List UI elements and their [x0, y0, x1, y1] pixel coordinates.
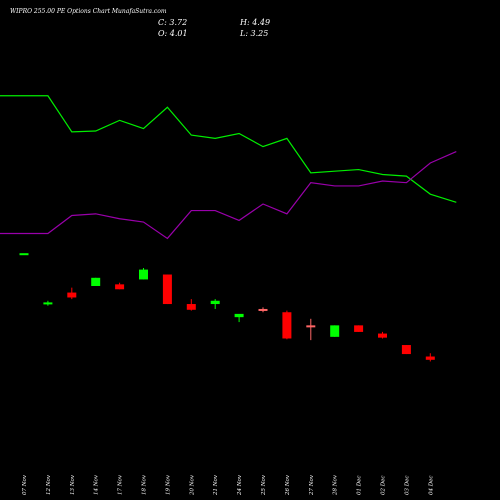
x-tick-label: 02 Dec [381, 476, 387, 496]
candle-13-nov [67, 287, 77, 300]
indicator-lines [0, 95, 457, 240]
candle-body [139, 269, 148, 280]
close-value: C: 3.72 [158, 18, 188, 27]
candle-17-nov [115, 282, 125, 290]
candle-body [258, 308, 268, 311]
x-tick-label: 20 Nov [189, 474, 195, 496]
candle-body [43, 302, 53, 305]
candle-27-nov [306, 318, 316, 341]
candle-body [67, 292, 77, 298]
candle-body [378, 333, 387, 338]
candle-body [401, 345, 411, 355]
candle-02-dec [378, 331, 387, 339]
candle-body [282, 312, 292, 339]
candle-04-dec [425, 353, 435, 362]
candle-body [186, 304, 196, 310]
x-tick-label: 14 Nov [94, 474, 100, 495]
candle-03-dec [401, 345, 411, 355]
x-tick-label: 28 Nov [333, 474, 339, 496]
open-value: O: 4.01 [158, 29, 188, 38]
candle-18-nov [139, 267, 148, 280]
candle-14-nov [91, 277, 101, 286]
x-tick-label: 03 Dec [404, 476, 410, 496]
candle-body [91, 277, 101, 286]
x-tick-label: 13 Nov [70, 474, 76, 495]
x-tick-label: 24 Nov [237, 474, 243, 496]
candle-28-nov [330, 325, 340, 337]
x-tick-label: 21 Nov [213, 474, 219, 496]
candle-24-nov [234, 313, 244, 323]
x-tick-label: 07 Nov [22, 474, 28, 495]
x-tick-label: 26 Nov [285, 474, 291, 496]
candle-body [330, 325, 340, 337]
x-tick-label: 25 Nov [261, 474, 267, 496]
candle-body [234, 313, 244, 318]
indicator-line-2 [0, 150, 457, 240]
candle-body [19, 253, 29, 256]
candle-26-nov [282, 310, 292, 340]
x-axis-ticks: 07 Nov 12 Nov 13 Nov 14 Nov 17 Nov 18 Nov 19 N… [22, 474, 434, 496]
candles [19, 253, 435, 362]
candle-body [354, 325, 364, 332]
candle-21-nov [210, 299, 220, 309]
candle-body [306, 325, 316, 328]
candle-body [162, 274, 172, 305]
candle-body [115, 284, 125, 290]
indicator-line-1 [0, 95, 457, 203]
x-tick-label: 27 Nov [309, 474, 315, 496]
candle-19-nov [162, 274, 172, 305]
candle-12-nov [43, 300, 53, 306]
x-tick-label: 19 Nov [165, 474, 171, 495]
high-value: H: 4.49 [240, 18, 271, 27]
x-tick-label: 18 Nov [142, 474, 148, 495]
low-value: L: 3.25 [240, 29, 269, 38]
candle-20-nov [186, 299, 196, 311]
x-tick-label: 04 Dec [428, 476, 434, 496]
candle-01-dec [354, 325, 364, 332]
candle-body [425, 356, 435, 360]
candle-07-nov [19, 253, 29, 256]
x-tick-label: 12 Nov [46, 474, 52, 495]
candle-25-nov [258, 307, 268, 313]
x-tick-label: 01 Dec [357, 476, 363, 496]
x-tick-label: 17 Nov [118, 474, 124, 495]
chart-title: WIPRO 255.00 PE Options Chart MunafaSutr… [10, 8, 167, 15]
candle-body [210, 300, 220, 305]
